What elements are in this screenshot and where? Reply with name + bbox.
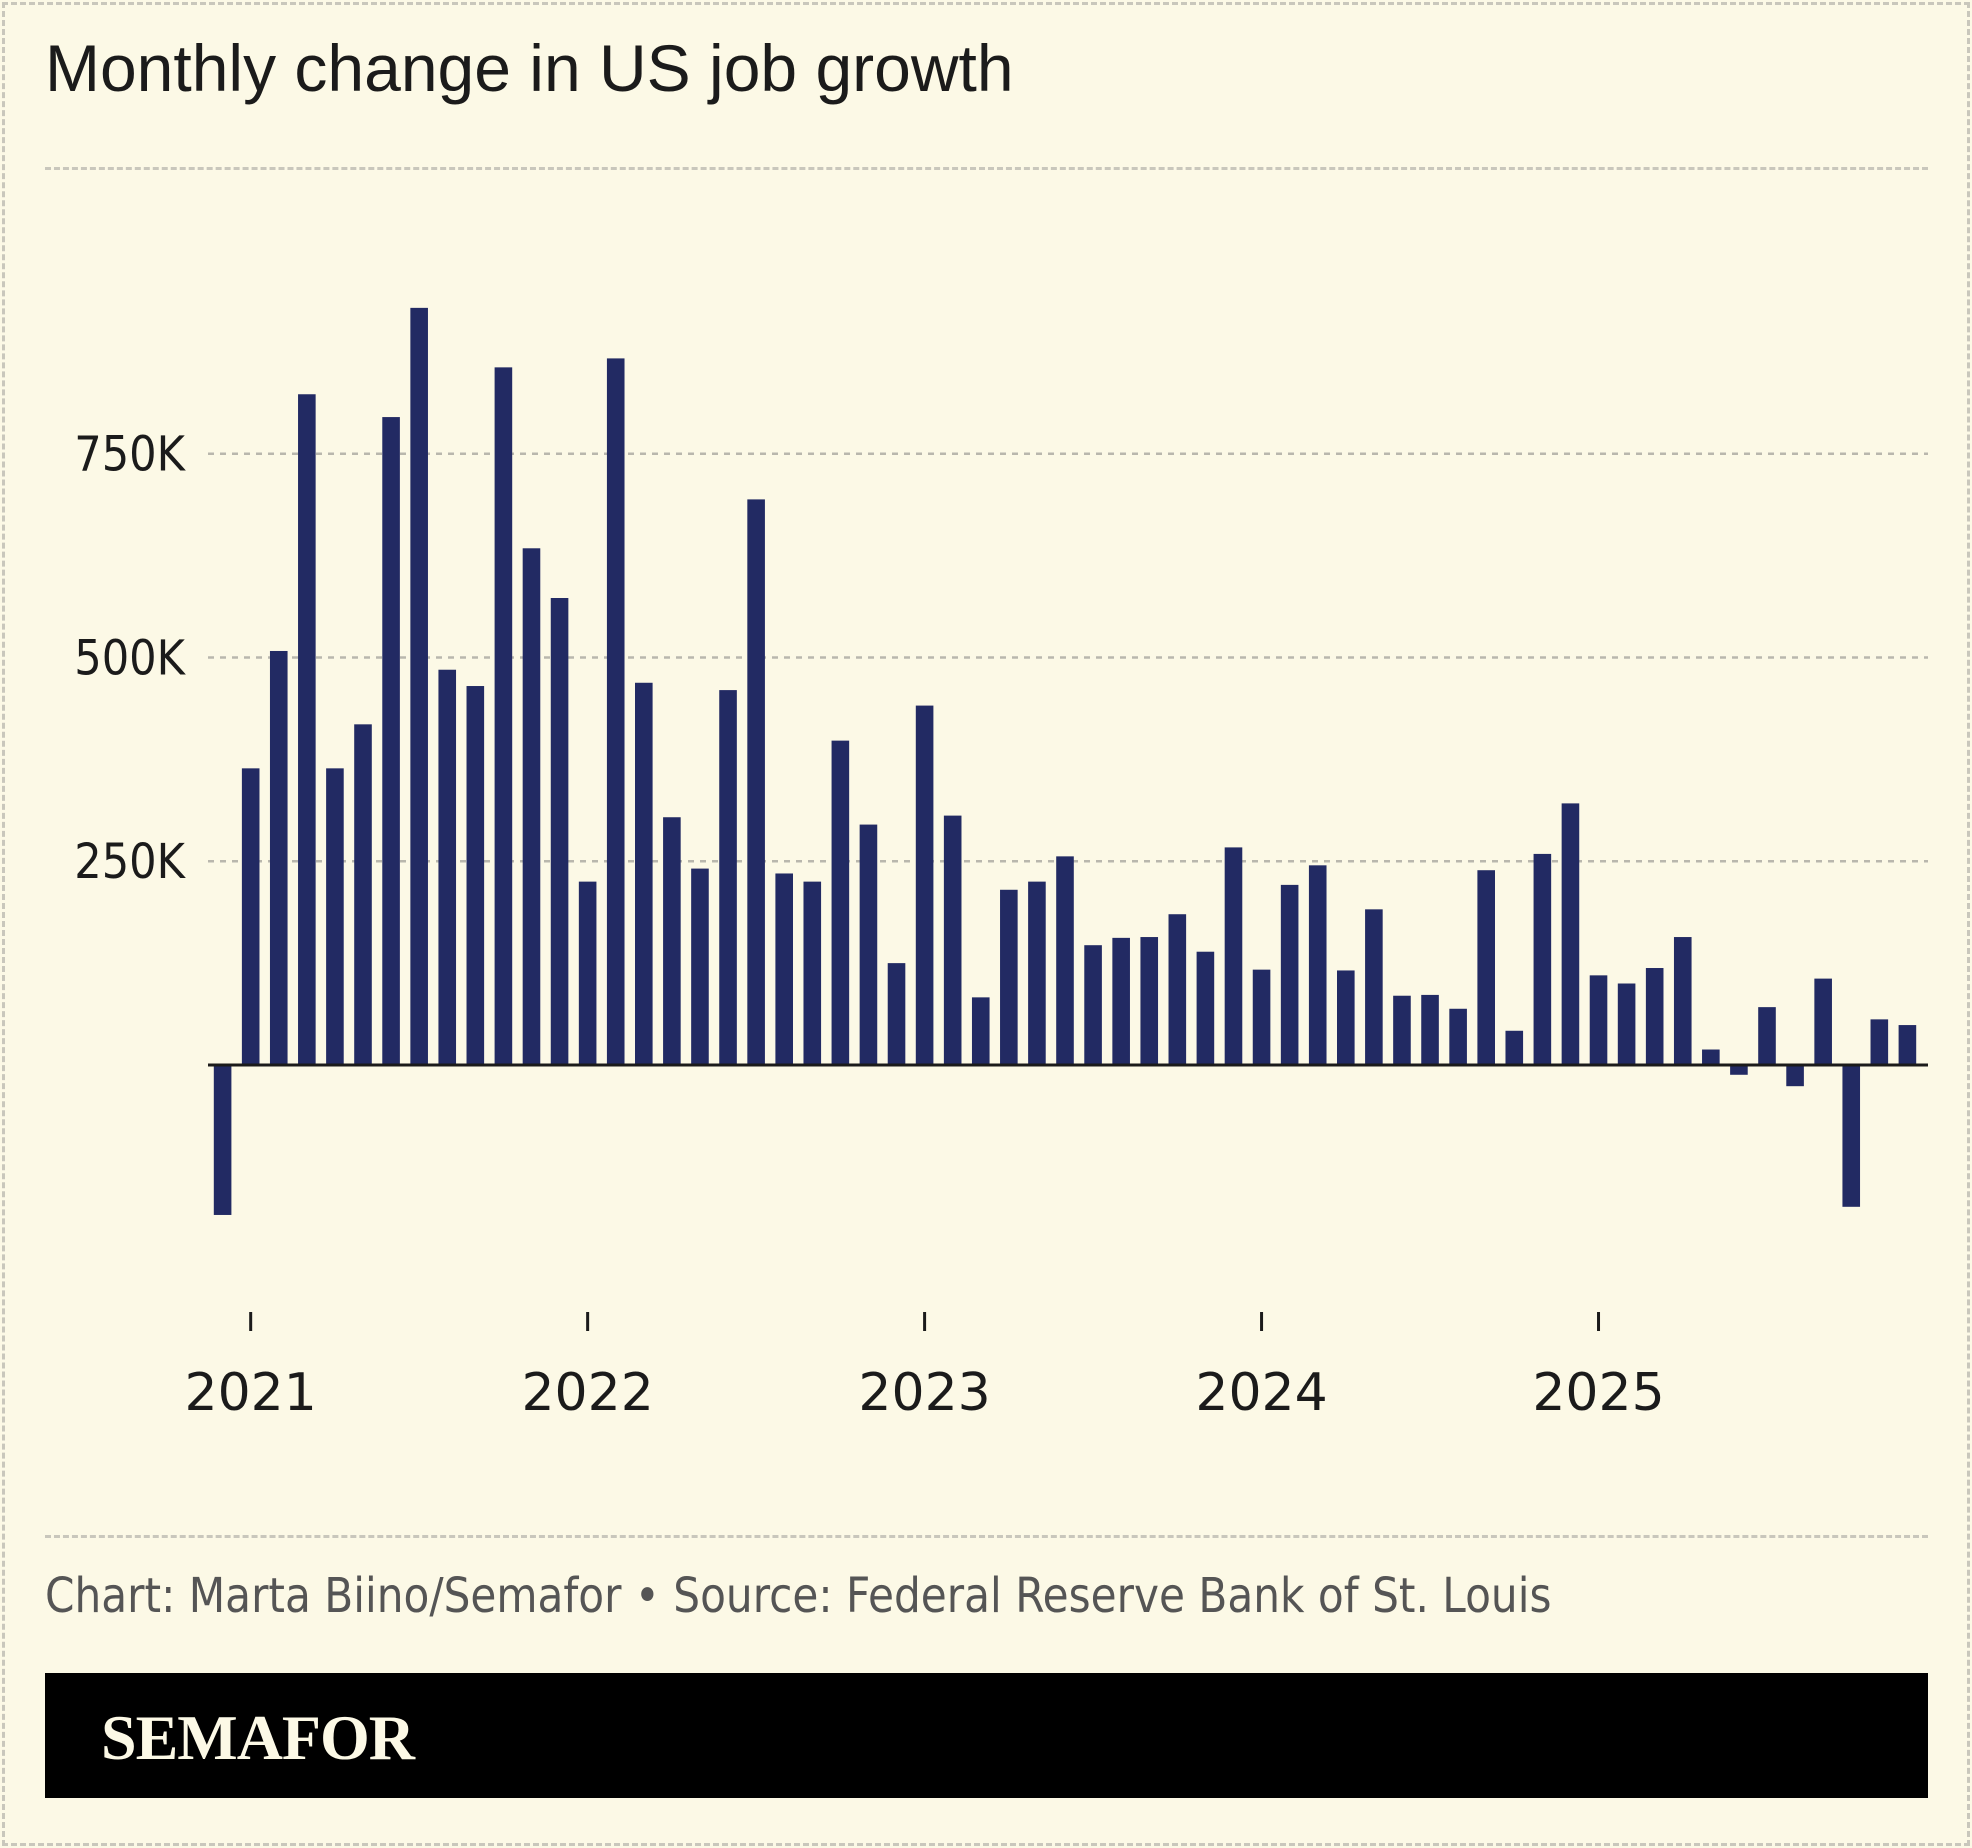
- x-tick-label: 2025: [1532, 1363, 1664, 1423]
- bar-2021-04: [326, 768, 344, 1065]
- bar-2023-05: [1028, 881, 1046, 1065]
- bar-2023-03: [971, 997, 990, 1065]
- bar-2025-09: [1814, 978, 1832, 1065]
- bar-2025-02: [1617, 983, 1636, 1065]
- bar-2024-12: [1561, 803, 1580, 1065]
- bar-2023-06: [1056, 856, 1074, 1065]
- bar-2021-05: [354, 724, 372, 1065]
- bar-2025-04: [1673, 937, 1692, 1065]
- bar-2023-12: [1224, 847, 1243, 1065]
- x-tick-label: 2023: [858, 1363, 990, 1423]
- bar-2024-11: [1533, 853, 1552, 1065]
- y-tick-label: 250K: [74, 834, 186, 890]
- y-tick-label: 500K: [74, 630, 186, 686]
- bar-2025-08: [1786, 1065, 1804, 1087]
- bar-2022-11: [859, 824, 878, 1065]
- bar-2025-10: [1842, 1065, 1861, 1207]
- bar-2024-09: [1477, 870, 1495, 1065]
- bar-2022-04: [663, 817, 681, 1065]
- bar-2020-12: [213, 1065, 232, 1215]
- bar-2023-07: [1084, 945, 1102, 1065]
- bar-2021-09: [466, 686, 485, 1065]
- x-tick-label: 2021: [185, 1363, 317, 1423]
- bar-2024-03: [1308, 865, 1327, 1065]
- bar-2024-06: [1393, 995, 1411, 1065]
- bar-2025-06: [1730, 1065, 1748, 1075]
- bar-2024-01: [1252, 969, 1271, 1065]
- bar-2024-05: [1365, 909, 1383, 1065]
- bar-2021-03: [298, 394, 316, 1065]
- bar-2025-12: [1898, 1025, 1917, 1065]
- bar-2022-12: [887, 963, 906, 1065]
- bar-2025-01: [1589, 975, 1608, 1065]
- bar-2021-07: [410, 307, 428, 1065]
- bar-2023-01: [915, 705, 934, 1065]
- bar-2024-02: [1280, 884, 1299, 1065]
- bar-2021-01: [241, 768, 260, 1065]
- bar-2021-08: [438, 669, 457, 1065]
- bar-2023-11: [1196, 951, 1215, 1065]
- bar-2021-11: [522, 548, 541, 1065]
- semafor-logo: SEMAFOR: [101, 1702, 415, 1773]
- bar-2023-04: [1000, 889, 1018, 1065]
- chart-title: Monthly change in US job growth: [45, 31, 1014, 105]
- bar-2021-06: [382, 417, 400, 1065]
- bar-2023-09: [1140, 937, 1159, 1065]
- bar-2023-02: [943, 815, 962, 1065]
- bar-2024-08: [1449, 1008, 1467, 1065]
- bar-2022-09: [803, 881, 822, 1065]
- bar-2025-11: [1870, 1019, 1889, 1065]
- bar-2023-08: [1112, 937, 1130, 1065]
- bar-2022-08: [775, 873, 793, 1065]
- bar-2024-04: [1337, 970, 1355, 1065]
- bar-2025-05: [1702, 1049, 1720, 1065]
- bar-2022-07: [747, 499, 765, 1065]
- bottom-divider: [45, 1535, 1928, 1538]
- x-tick-label: 2024: [1195, 1363, 1327, 1423]
- x-tick-label: 2022: [521, 1363, 653, 1423]
- bar-2024-07: [1421, 994, 1439, 1065]
- bar-chart: 250K 500K 750K 2021 2022 2023 2024 2025: [74, 307, 1928, 1423]
- bar-2021-02: [269, 650, 288, 1065]
- chart-credit: Chart: Marta Biino/Semafor • Source: Fed…: [45, 1568, 1552, 1624]
- bar-2024-10: [1505, 1030, 1524, 1065]
- y-tick-label: 750K: [74, 427, 186, 483]
- bar-2021-10: [494, 367, 513, 1065]
- brand-bar: SEMAFOR: [45, 1673, 1928, 1798]
- bar-2022-01: [578, 881, 597, 1065]
- bar-2022-02: [606, 358, 625, 1065]
- bar-2023-10: [1168, 914, 1187, 1065]
- bar-2025-07: [1758, 1007, 1776, 1065]
- bar-2022-05: [691, 868, 709, 1065]
- top-divider: [45, 167, 1928, 170]
- bar-2022-03: [635, 682, 653, 1065]
- bar-2021-12: [550, 598, 569, 1065]
- bar-2022-06: [719, 690, 737, 1065]
- bar-2025-03: [1645, 968, 1664, 1065]
- bar-2022-10: [831, 740, 850, 1065]
